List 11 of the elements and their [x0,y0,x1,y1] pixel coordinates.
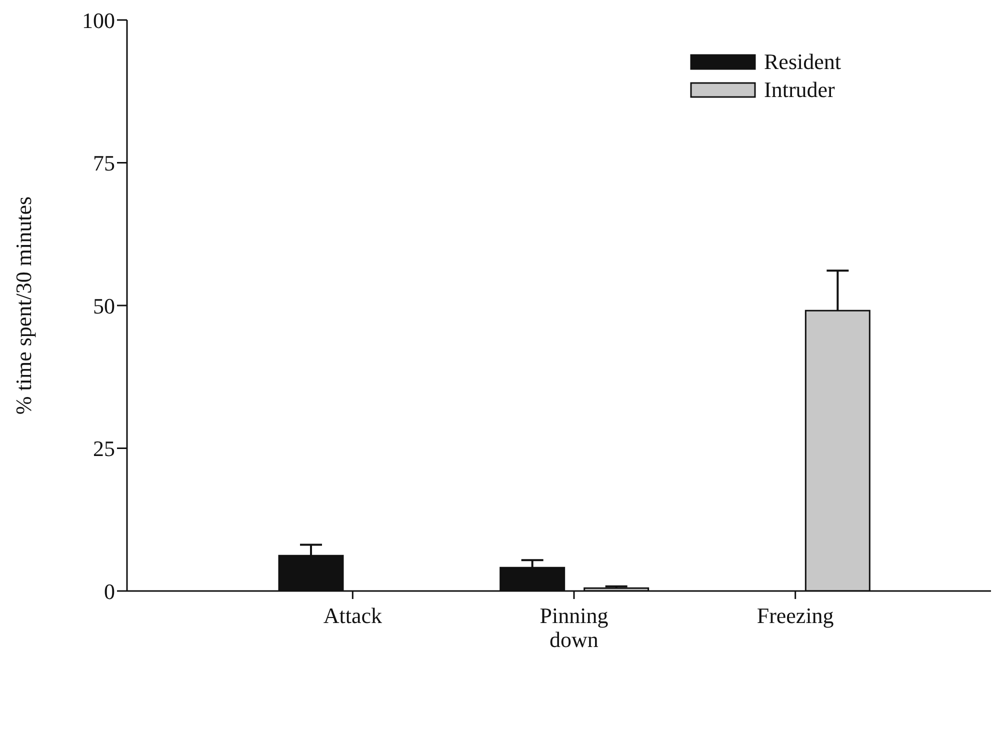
y-tick-label: 0 [104,578,115,604]
y-tick-label: 75 [93,150,115,176]
y-tick-label: 100 [82,8,115,33]
legend-label: Resident [764,49,841,75]
x-tick-label: Attack [323,603,382,628]
legend-label: Intruder [764,77,835,103]
y-tick-label: 25 [93,436,115,462]
y-tick-label: 50 [93,293,115,318]
x-tick-label: Freezing [756,603,834,628]
y-axis-title: % time spent/30 minutes [10,196,36,415]
x-tick-label: Pinning down [540,603,608,652]
